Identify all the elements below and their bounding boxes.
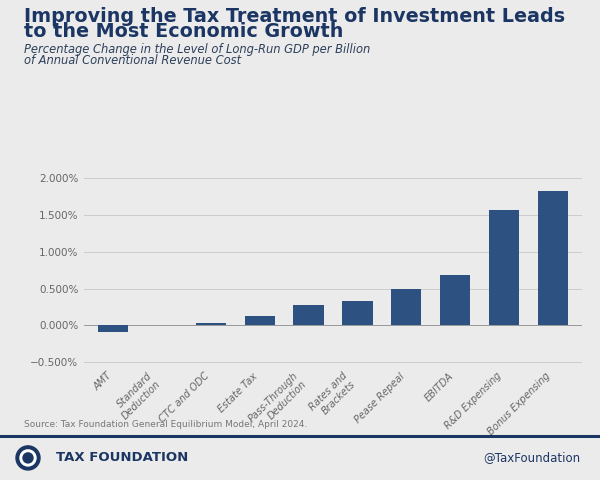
Bar [489, 210, 519, 325]
Text: @TaxFoundation: @TaxFoundation [483, 451, 580, 465]
Text: to the Most Economic Growth: to the Most Economic Growth [24, 22, 343, 41]
Text: Improving the Tax Treatment of Investment Leads: Improving the Tax Treatment of Investmen… [24, 7, 565, 26]
Bar [196, 323, 226, 325]
Text: of Annual Conventional Revenue Cost: of Annual Conventional Revenue Cost [24, 54, 241, 67]
Bar [391, 289, 421, 325]
Bar [245, 316, 275, 325]
Text: TAX FOUNDATION: TAX FOUNDATION [56, 451, 188, 465]
Circle shape [16, 446, 40, 470]
Bar [440, 275, 470, 325]
Bar [293, 305, 324, 325]
Text: Source: Tax Foundation General Equilibrium Model, April 2024.: Source: Tax Foundation General Equilibri… [24, 420, 307, 429]
Bar [98, 325, 128, 332]
Circle shape [20, 450, 36, 466]
Bar [342, 301, 373, 325]
Text: Percentage Change in the Level of Long-Run GDP per Billion: Percentage Change in the Level of Long-R… [24, 43, 370, 56]
Circle shape [23, 453, 33, 463]
Bar [538, 191, 568, 325]
